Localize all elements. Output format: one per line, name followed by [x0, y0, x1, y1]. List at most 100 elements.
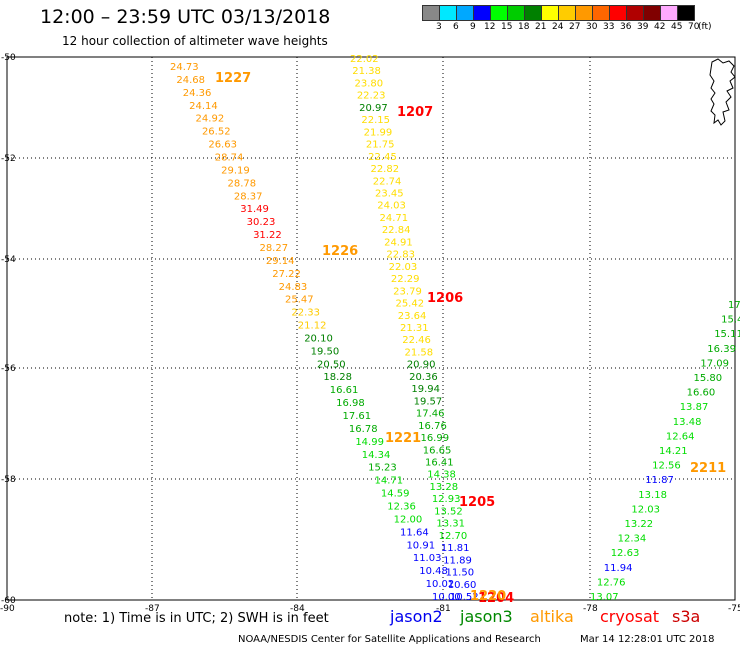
wave-height-value: 21.58	[405, 347, 434, 358]
wave-height-value: 10.02	[426, 579, 455, 590]
wave-height-value: 15.4	[721, 315, 740, 326]
wave-height-value: 10.48	[419, 566, 448, 577]
wave-height-value: 10.00	[432, 592, 461, 603]
wave-height-value: 22.29	[391, 274, 420, 285]
legend-label: 30	[586, 22, 598, 32]
wave-height-value: 14.59	[381, 489, 410, 500]
wave-height-value: 25.47	[285, 295, 314, 306]
wave-height-value: 17.46	[416, 409, 445, 420]
wave-height-value: 12.34	[618, 534, 647, 545]
wave-height-value: 21.12	[298, 321, 327, 332]
wave-height-value: 16.99	[420, 433, 449, 444]
satellite-name: s3a	[672, 607, 701, 626]
page-title: 12:00 – 23:59 UTC 03/13/2018	[40, 6, 331, 28]
coastline	[709, 58, 736, 126]
wave-height-value: 31.22	[253, 230, 282, 241]
legend-label: 15	[501, 22, 513, 32]
wave-height-value: 12.93	[432, 494, 461, 505]
wave-height-value: 16.60	[687, 388, 716, 399]
lat-label: -56	[1, 364, 16, 374]
map-frame	[6, 56, 736, 601]
wave-height-value: 12.56	[652, 461, 681, 472]
legend-swatch	[677, 5, 695, 21]
wave-height-value: 28.78	[228, 178, 257, 189]
wave-height-value: 22.33	[291, 308, 320, 319]
wave-height-value: 12.36	[387, 502, 416, 513]
wave-height-value: 19.94	[411, 384, 440, 395]
satellite-name: jason3	[460, 607, 513, 626]
legend-label: 36	[620, 22, 632, 32]
wave-height-value: 14.38	[427, 470, 456, 481]
wave-height-value: 11.64	[400, 527, 429, 538]
satellite-name: jason2	[390, 607, 443, 626]
lon-label: -84	[290, 604, 305, 614]
wave-height-value: 22.02	[350, 54, 379, 65]
legend-label: 6	[453, 22, 459, 32]
wave-height-value: 26.63	[208, 140, 237, 151]
wave-height-value: 20.10	[304, 333, 333, 344]
wave-height-value: 11.50	[445, 568, 474, 579]
wave-height-value: 28.27	[259, 243, 288, 254]
wave-height-value: 28.74	[215, 152, 244, 163]
wave-height-value: 12.63	[611, 548, 640, 559]
pass-label: 1207	[397, 105, 433, 120]
lon-label: -81	[436, 604, 451, 614]
wave-height-value: 13.87	[680, 402, 709, 413]
wave-height-value: 13.28	[430, 482, 459, 493]
wave-height-value: 13.22	[625, 519, 654, 530]
wave-height-value: 21.38	[352, 66, 381, 77]
wave-height-value: 22.15	[361, 115, 390, 126]
wave-height-value: 22.23	[357, 91, 386, 102]
wave-height-value: 11.94	[604, 563, 633, 574]
lat-label: -50	[1, 53, 16, 63]
legend-label: 70	[688, 22, 700, 32]
wave-height-value: 11.03	[413, 553, 442, 564]
wave-height-value: 29.19	[221, 165, 250, 176]
wave-height-value: 26.52	[202, 127, 231, 138]
wave-height-value: 31.49	[240, 204, 269, 215]
lat-label: -54	[1, 255, 16, 265]
wave-height-value: 20.90	[407, 360, 436, 371]
wave-height-value: 28.37	[234, 191, 263, 202]
legend-label: 18	[518, 22, 530, 32]
page-subtitle: 12 hour collection of altimeter wave hei…	[62, 34, 328, 48]
wave-height-value: 11.87	[645, 475, 674, 486]
wave-height-value: 23.79	[393, 286, 422, 297]
legend-label: 45	[671, 22, 683, 32]
lon-label: -78	[583, 604, 598, 614]
pass-label: 1204	[478, 591, 514, 606]
wave-height-value: 18.28	[323, 372, 352, 383]
wave-height-value: 20.50	[317, 359, 346, 370]
wave-height-value: 16.65	[423, 445, 452, 456]
pass-label: 2211	[690, 461, 726, 476]
color-legend	[422, 5, 695, 21]
wave-height-value: 23.64	[398, 311, 427, 322]
wave-height-value: 24.36	[183, 88, 212, 99]
wave-height-value: 24.83	[279, 282, 308, 293]
wave-height-value: 14.99	[355, 437, 384, 448]
wave-height-value: 16.39	[707, 344, 736, 355]
wave-height-value: 16.76	[418, 421, 447, 432]
lat-label: -60	[1, 596, 16, 606]
wave-height-value: 23.45	[375, 189, 404, 200]
footer-note: note: 1) Time is in UTC; 2) SWH is in fe…	[64, 611, 329, 626]
wave-height-value: 10.52	[450, 592, 479, 603]
wave-height-value: 16.98	[336, 398, 365, 409]
wave-height-value: 17.6	[728, 300, 740, 311]
wave-height-value: 20.97	[359, 103, 388, 114]
wave-height-value: 24.92	[196, 114, 225, 125]
wave-height-value: 12.76	[597, 577, 626, 588]
wave-height-value: 17.61	[343, 411, 372, 422]
legend-label: 9	[470, 22, 476, 32]
wave-height-value: 12.64	[666, 431, 695, 442]
wave-height-value: 16.41	[425, 458, 454, 469]
lat-label: -58	[1, 475, 16, 485]
wave-height-value: 21.99	[364, 127, 393, 138]
lon-label: -90	[0, 604, 15, 614]
wave-height-value: 24.91	[384, 237, 413, 248]
wave-height-value: 14.21	[659, 446, 688, 457]
wave-height-value: 20.36	[409, 372, 438, 383]
pass-label: 1221	[385, 431, 421, 446]
wave-height-value: 10.60	[448, 580, 477, 591]
